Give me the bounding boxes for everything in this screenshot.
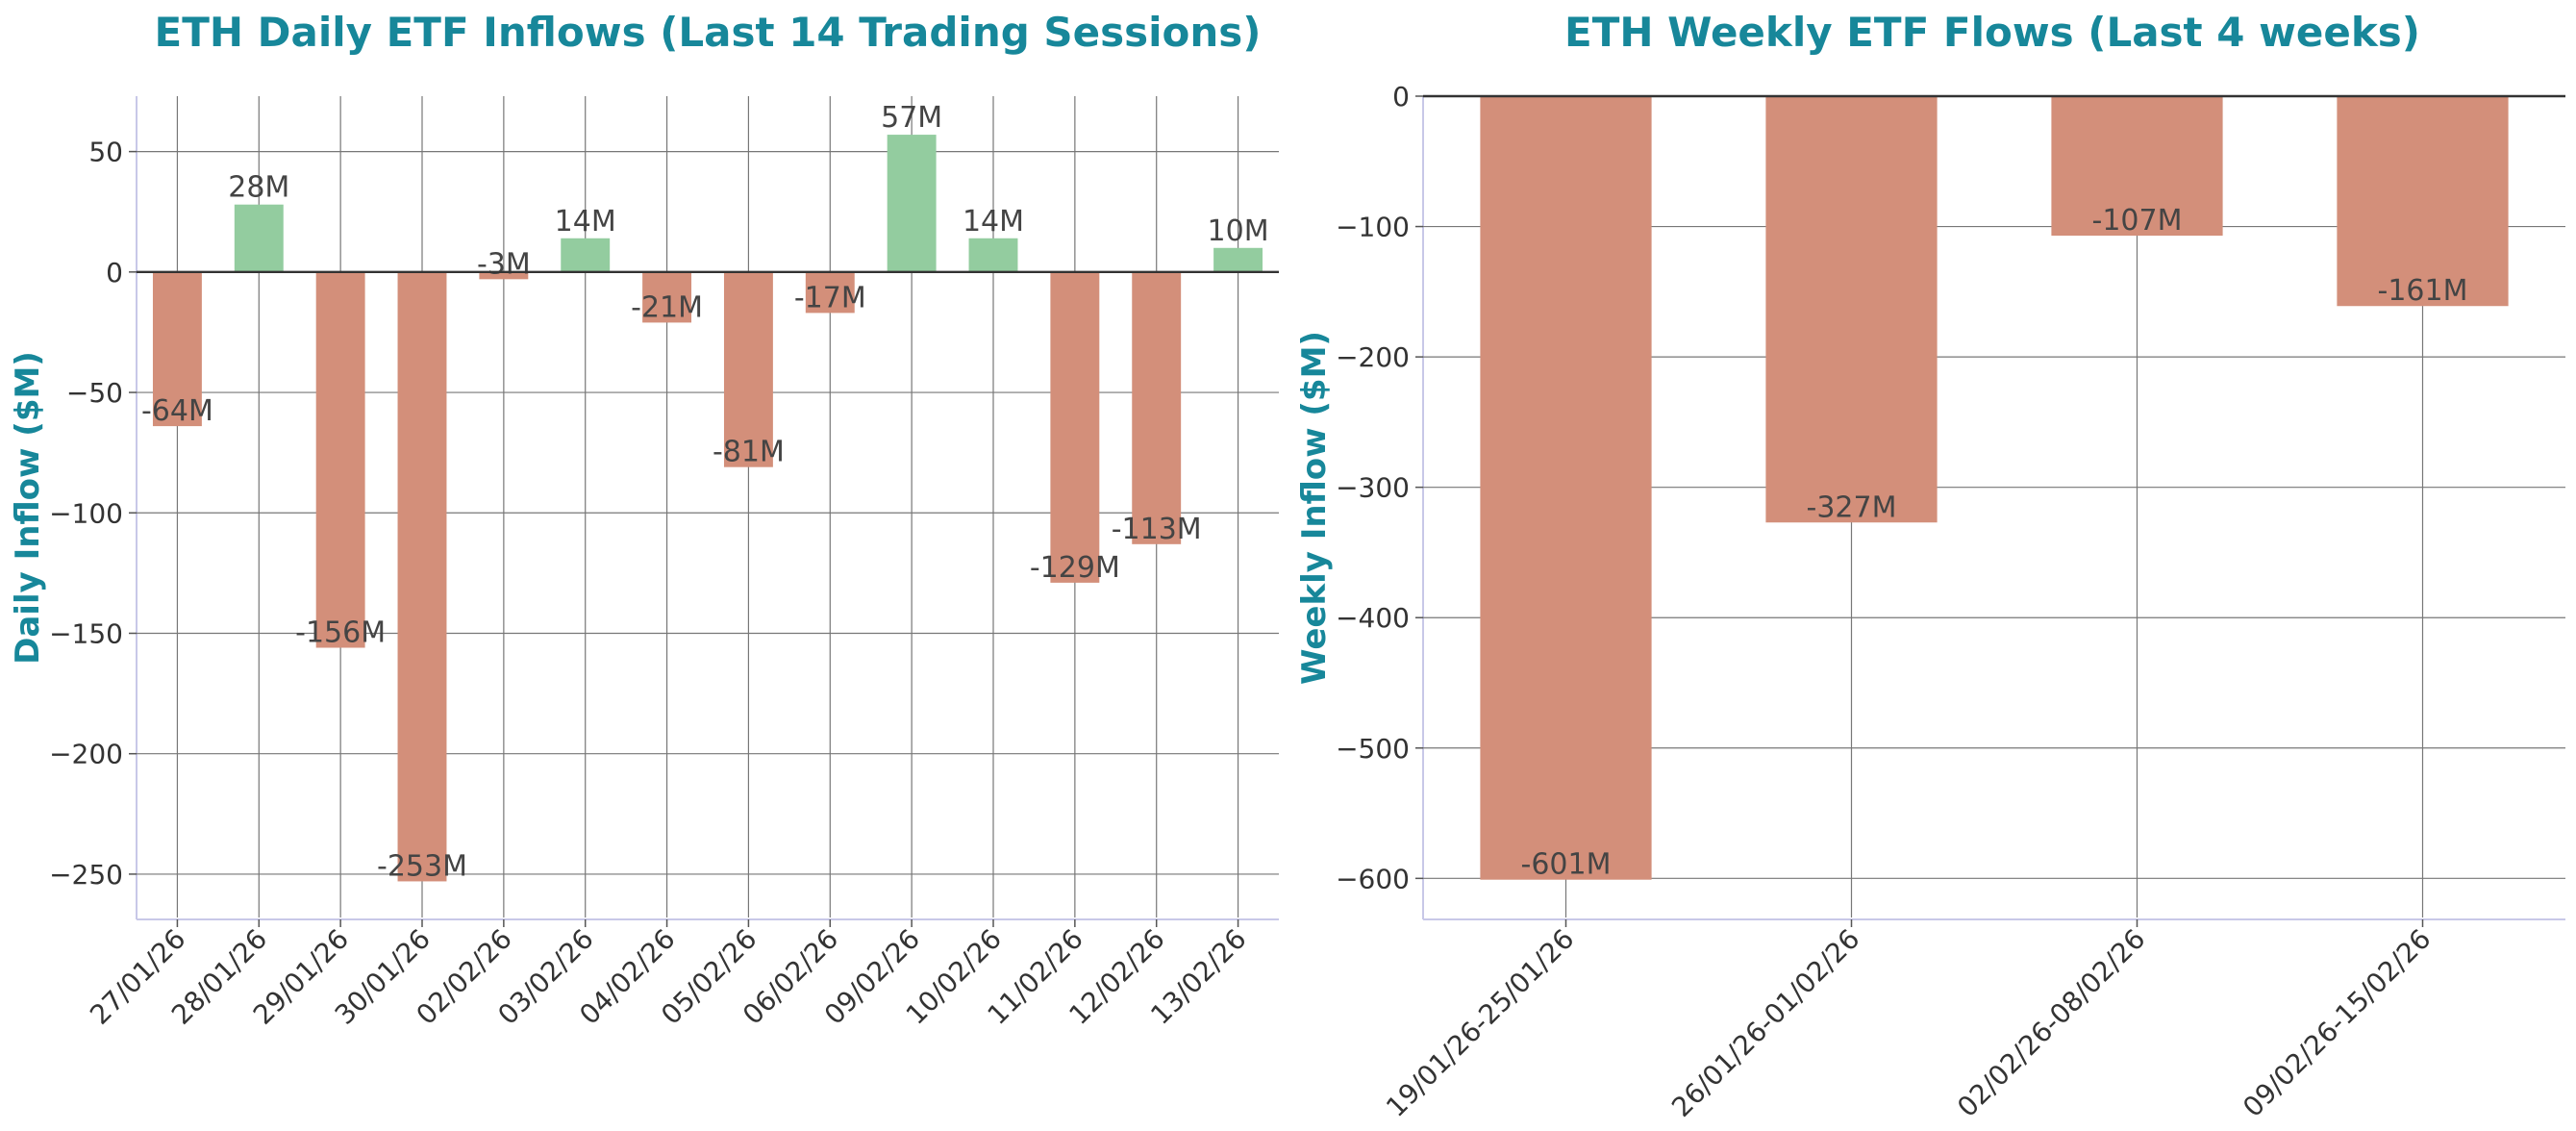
- weekly-xtick-label-0: 19/01/26-25/01/26: [1380, 923, 1580, 1123]
- daily-data-label-3: -253M: [377, 849, 467, 883]
- daily-bar-11: [1050, 271, 1100, 583]
- daily-bar-4: [479, 271, 529, 280]
- daily-data-label-10: 14M: [963, 205, 1024, 239]
- daily-data-label-8: -17M: [794, 281, 866, 314]
- daily-chart-ylabel: Daily Inflow ($M): [9, 351, 47, 665]
- weekly-xtick-label-2: 02/02/26-08/02/26: [1951, 923, 2151, 1123]
- weekly-chart-ylabel: Weekly Inflow ($M): [1295, 331, 1334, 685]
- daily-data-label-4: -3M: [477, 247, 531, 281]
- daily-bar-13: [1213, 247, 1263, 272]
- weekly-ytick-label: −300: [1336, 472, 1410, 504]
- weekly-bar-1: [1765, 96, 1938, 523]
- weekly-data-label-0: -601M: [1521, 848, 1612, 882]
- weekly-data-label-2: -107M: [2092, 204, 2183, 238]
- daily-data-label-12: -113M: [1112, 513, 1202, 546]
- daily-inflows-chart: ETH Daily ETF Inflows (Last 14 Trading S…: [9, 9, 1279, 1031]
- weekly-ytick-label: −600: [1336, 863, 1410, 894]
- daily-ytick-label: −50: [66, 377, 123, 409]
- daily-bar-6: [642, 271, 692, 323]
- weekly-xtick-label-3: 09/02/26-15/02/26: [2237, 923, 2437, 1123]
- daily-bar-0: [152, 271, 202, 427]
- daily-ytick-label: −250: [49, 859, 123, 891]
- weekly-ytick-label: 0: [1392, 81, 1410, 113]
- weekly-xtick-label-1: 26/01/26-01/02/26: [1665, 923, 1865, 1123]
- weekly-flows-chart: ETH Weekly ETF Flows (Last 4 weeks) Week…: [1295, 9, 2565, 1123]
- weekly-bar-0: [1480, 96, 1652, 880]
- weekly-bar-3: [2337, 96, 2509, 307]
- daily-bar-2: [315, 271, 365, 648]
- weekly-data-label-1: -327M: [1807, 490, 1897, 524]
- daily-data-label-9: 57M: [881, 101, 942, 135]
- weekly-chart-title: ETH Weekly ETF Flows (Last 4 weeks): [1564, 9, 2420, 56]
- weekly-ytick-label: −100: [1336, 212, 1410, 243]
- daily-bar-5: [561, 238, 611, 272]
- daily-data-label-5: 14M: [555, 205, 616, 239]
- daily-bar-12: [1132, 271, 1182, 544]
- daily-bar-8: [805, 271, 855, 314]
- daily-bar-7: [723, 271, 773, 467]
- daily-ytick-label: 50: [88, 137, 123, 168]
- daily-data-label-0: -64M: [141, 394, 213, 428]
- daily-data-label-11: -129M: [1030, 551, 1120, 585]
- daily-bar-3: [397, 271, 447, 882]
- weekly-bar-2: [2051, 96, 2223, 237]
- daily-bar-10: [968, 238, 1018, 272]
- weekly-ytick-label: −200: [1336, 341, 1410, 373]
- daily-data-label-2: -156M: [295, 616, 386, 650]
- daily-data-label-7: -81M: [713, 436, 785, 469]
- weekly-ytick-label: −500: [1336, 733, 1410, 765]
- weekly-ytick-label: −400: [1336, 602, 1410, 634]
- daily-bar-1: [234, 204, 284, 272]
- daily-data-label-1: 28M: [228, 171, 289, 205]
- weekly-data-label-3: -161M: [2378, 274, 2468, 308]
- daily-ytick-label: −150: [49, 617, 123, 649]
- daily-ytick-label: −200: [49, 739, 123, 770]
- daily-ytick-label: −100: [49, 497, 123, 529]
- daily-ytick-label: 0: [106, 257, 123, 289]
- daily-data-label-13: 10M: [1208, 214, 1269, 248]
- daily-bar-9: [887, 135, 937, 272]
- daily-chart-title: ETH Daily ETF Inflows (Last 14 Trading S…: [155, 9, 1262, 56]
- daily-data-label-6: -21M: [631, 290, 703, 324]
